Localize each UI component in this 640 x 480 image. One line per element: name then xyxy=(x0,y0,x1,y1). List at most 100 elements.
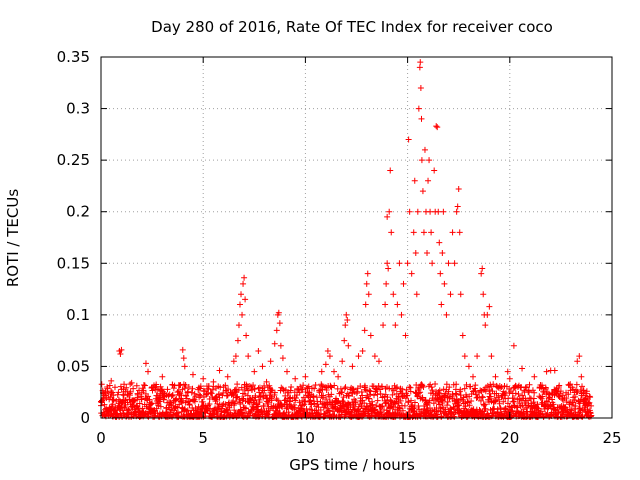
x-tick-label: 5 xyxy=(198,429,208,447)
data-point xyxy=(106,396,113,403)
data-point xyxy=(159,373,166,380)
data-point xyxy=(447,291,454,298)
data-point xyxy=(239,311,246,318)
data-point xyxy=(120,386,127,393)
data-point xyxy=(504,368,511,375)
data-point xyxy=(238,291,245,298)
x-tick-label: 15 xyxy=(398,429,417,447)
plot-frame xyxy=(100,56,613,419)
data-point xyxy=(436,239,443,246)
data-point xyxy=(440,208,447,215)
data-point xyxy=(396,260,403,267)
data-point xyxy=(478,270,485,277)
y-tick-label: 0.35 xyxy=(57,48,90,66)
x-tick-labels: 0 5 10 15 20 25 xyxy=(96,429,621,447)
data-point xyxy=(412,249,419,256)
data-point xyxy=(259,363,266,370)
y-tick-labels: 0 0.05 0.1 0.15 0.2 0.25 0.3 0.35 xyxy=(57,48,90,427)
data-point xyxy=(388,229,395,236)
data-point xyxy=(406,208,413,215)
data-point xyxy=(418,157,425,164)
y-axis-label: ROTI / TECUs xyxy=(4,189,22,287)
data-point xyxy=(306,389,313,396)
data-point xyxy=(424,249,431,256)
data-point xyxy=(454,203,461,210)
data-point xyxy=(204,386,211,393)
data-point xyxy=(234,337,241,344)
data-point xyxy=(276,320,283,327)
data-point xyxy=(408,270,415,277)
data-point xyxy=(419,188,426,195)
data-point xyxy=(175,388,182,395)
data-point xyxy=(411,177,418,184)
data-point xyxy=(384,213,391,220)
data-point xyxy=(459,332,466,339)
data-point xyxy=(427,208,434,215)
data-point xyxy=(179,346,186,353)
data-point xyxy=(514,384,521,391)
data-point xyxy=(519,365,526,372)
data-point xyxy=(402,332,409,339)
data-point xyxy=(324,347,331,354)
data-point xyxy=(570,394,577,401)
data-point xyxy=(455,186,462,193)
x-tick-label: 20 xyxy=(500,429,519,447)
data-point xyxy=(457,291,464,298)
data-point xyxy=(196,394,203,401)
data-point xyxy=(480,291,487,298)
data-point xyxy=(365,291,372,298)
data-point xyxy=(398,311,405,318)
data-point xyxy=(420,229,427,236)
data-point xyxy=(216,367,223,374)
data-point xyxy=(326,353,333,360)
data-point xyxy=(479,265,486,272)
data-point xyxy=(371,353,378,360)
data-point xyxy=(437,270,444,277)
data-point xyxy=(279,355,286,362)
data-point xyxy=(359,347,366,354)
y-tick-label: 0.3 xyxy=(66,100,90,118)
data-point xyxy=(451,260,458,267)
data-point xyxy=(392,322,399,329)
data-point xyxy=(235,322,242,329)
data-point xyxy=(416,64,423,71)
data-point xyxy=(128,379,135,386)
data-point xyxy=(230,358,237,365)
data-point xyxy=(318,368,325,375)
data-point xyxy=(271,340,278,347)
grid-layer xyxy=(101,57,612,418)
data-point xyxy=(181,363,188,370)
data-point xyxy=(559,392,566,399)
data-point xyxy=(498,384,505,391)
data-point xyxy=(117,351,124,358)
data-point xyxy=(355,353,362,360)
data-point xyxy=(486,303,493,310)
data-point xyxy=(400,280,407,287)
data-point xyxy=(200,375,207,382)
data-point xyxy=(582,402,589,409)
data-point xyxy=(243,332,250,339)
data-point xyxy=(277,342,284,349)
data-point xyxy=(386,208,393,215)
data-point xyxy=(506,375,513,382)
x-tick-label: 10 xyxy=(296,429,315,447)
data-point xyxy=(104,384,111,391)
data-point xyxy=(242,296,249,303)
data-point xyxy=(425,177,432,184)
data-point xyxy=(404,260,411,267)
data-point xyxy=(474,353,481,360)
data-point xyxy=(312,381,319,388)
data-point xyxy=(434,124,441,131)
x-tick-label: 25 xyxy=(602,429,621,447)
data-point xyxy=(414,208,421,215)
data-point xyxy=(251,368,258,375)
data-point xyxy=(224,373,231,380)
data-point xyxy=(331,368,338,375)
data-point xyxy=(428,229,435,236)
data-point xyxy=(449,229,456,236)
data-point xyxy=(349,363,356,370)
data-point xyxy=(537,381,544,388)
data-point xyxy=(292,375,299,382)
data-point xyxy=(543,368,550,375)
